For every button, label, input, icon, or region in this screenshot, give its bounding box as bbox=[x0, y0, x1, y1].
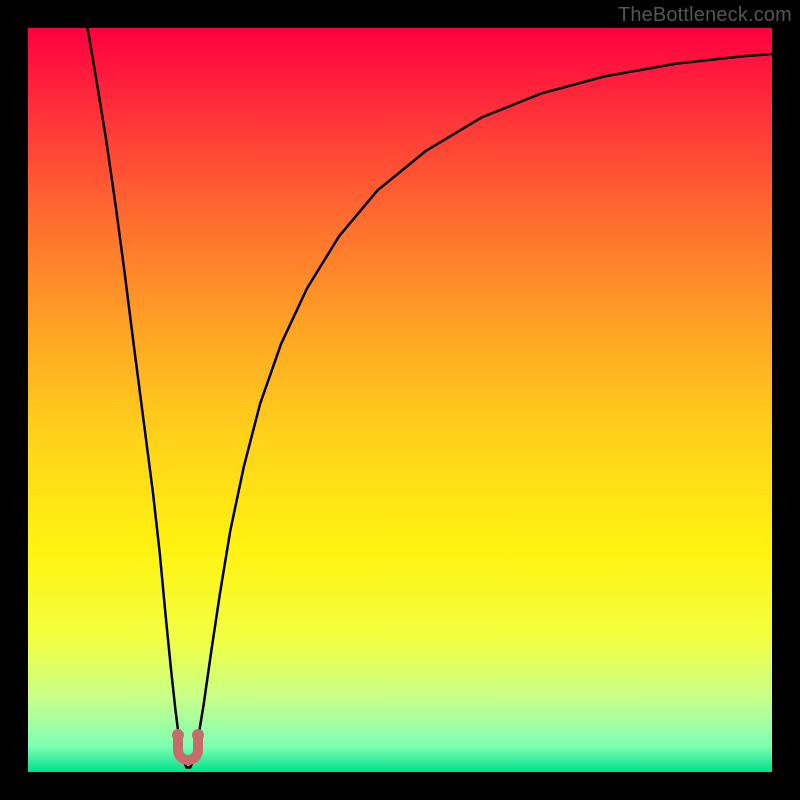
chart-frame: TheBottleneck.com bbox=[0, 0, 800, 800]
bottleneck-curve bbox=[28, 28, 772, 772]
plot-area bbox=[28, 28, 772, 772]
curve-path bbox=[88, 28, 772, 768]
dip-endpoint-right bbox=[192, 729, 204, 741]
dip-endpoint-left bbox=[172, 729, 184, 741]
watermark-text: TheBottleneck.com bbox=[618, 4, 792, 27]
